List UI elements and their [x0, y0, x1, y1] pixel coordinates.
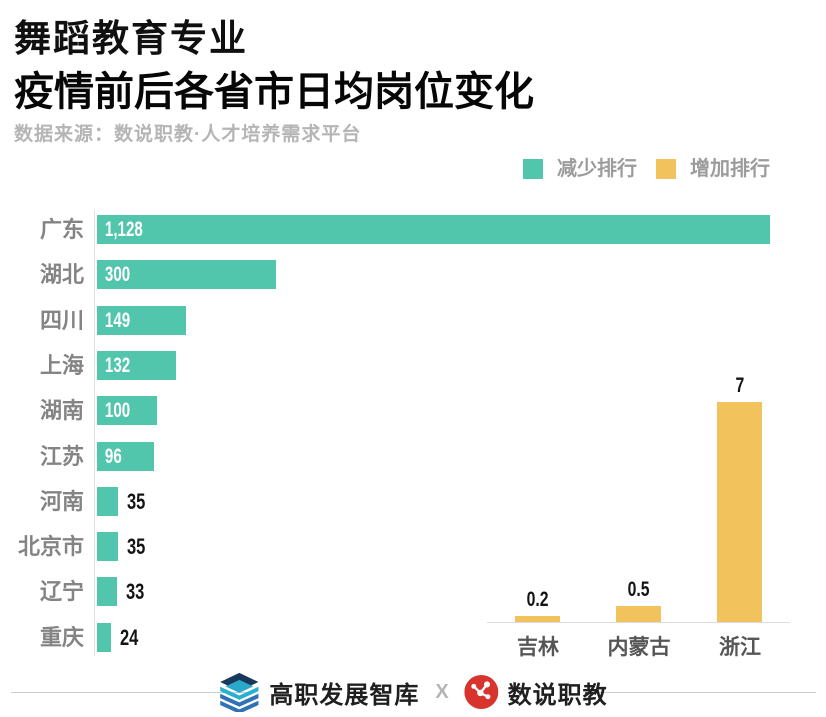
category-label: 辽宁 — [39, 579, 84, 604]
category-label: 江苏 — [39, 444, 84, 469]
category-label: 内蒙古 — [607, 636, 671, 659]
chart-legend: 减少排行 增加排行 — [523, 159, 770, 179]
category-label: 吉林 — [517, 636, 559, 659]
bar-value-label: 132 — [104, 354, 131, 377]
decrease-bar — [97, 532, 118, 561]
brand-right-name: 数说职教 — [507, 681, 608, 709]
decrease-bar: 1,128 — [97, 215, 770, 244]
category-label: 广东 — [39, 217, 84, 242]
bar-value-label: 35 — [127, 534, 146, 559]
decrease-bar — [97, 623, 111, 652]
bar-value-label: 35 — [127, 489, 146, 514]
footer: 高职发展智库 X 数说职教 — [218, 670, 607, 714]
category-label: 四川 — [39, 308, 84, 333]
category-label: 湖北 — [39, 262, 84, 287]
bar-value-label: 100 — [104, 399, 131, 422]
bar-value-label: 0.2 — [527, 588, 549, 611]
shushuo-network-logo-icon — [464, 675, 499, 709]
bar-value-label: 149 — [104, 309, 131, 332]
legend-item-decrease: 减少排行 — [523, 159, 637, 179]
legend-label: 增加排行 — [690, 158, 770, 180]
footer-divider-left — [11, 692, 251, 693]
category-title: 舞蹈教育专业 — [14, 18, 248, 59]
bar-value-label: 0.5 — [628, 578, 650, 601]
increase-swatch-icon — [656, 159, 676, 179]
category-label: 湖南 — [39, 398, 84, 423]
data-source-note: 数据来源：数说职教·人才培养需求平台 — [14, 124, 362, 145]
category-label: 北京市 — [17, 534, 84, 559]
bar-value-label: 1,128 — [104, 218, 143, 241]
brand-left-name: 高职发展智库 — [269, 681, 420, 709]
decrease-bar: 96 — [97, 442, 154, 471]
category-label: 河南 — [39, 489, 84, 514]
decrease-bar — [97, 487, 118, 516]
decrease-bar: 132 — [97, 351, 176, 380]
header: 舞蹈教育专业 疫情前后各省市日均岗位变化 数据来源：数说职教·人才培养需求平台 — [14, 6, 816, 147]
bar-value-label: 300 — [104, 263, 131, 286]
gaozhi-layers-logo-icon — [218, 672, 260, 712]
decrease-bar — [97, 577, 117, 606]
x-axis-line — [487, 622, 790, 623]
y-axis-line — [94, 210, 95, 656]
category-label: 浙江 — [719, 636, 761, 659]
bar-value-label: 96 — [104, 445, 122, 468]
bar-value-label: 33 — [126, 579, 145, 604]
decrease-bar: 149 — [97, 306, 186, 335]
increase-bar — [616, 606, 661, 622]
footer-divider-right — [589, 692, 816, 693]
bar-value-label: 7 — [735, 374, 745, 397]
page-title: 疫情前后各省市日均岗位变化 — [14, 70, 534, 114]
increase-bar — [717, 402, 762, 622]
legend-label: 减少排行 — [557, 158, 637, 180]
increase-bar — [515, 616, 560, 622]
brand-separator: X — [435, 680, 449, 703]
category-label: 上海 — [39, 353, 84, 378]
bar-value-label: 24 — [120, 625, 139, 650]
category-label: 重庆 — [39, 625, 84, 650]
decrease-swatch-icon — [523, 159, 543, 179]
legend-item-increase: 增加排行 — [656, 159, 770, 179]
decrease-bar: 300 — [97, 260, 276, 289]
decrease-bar: 100 — [97, 396, 157, 425]
